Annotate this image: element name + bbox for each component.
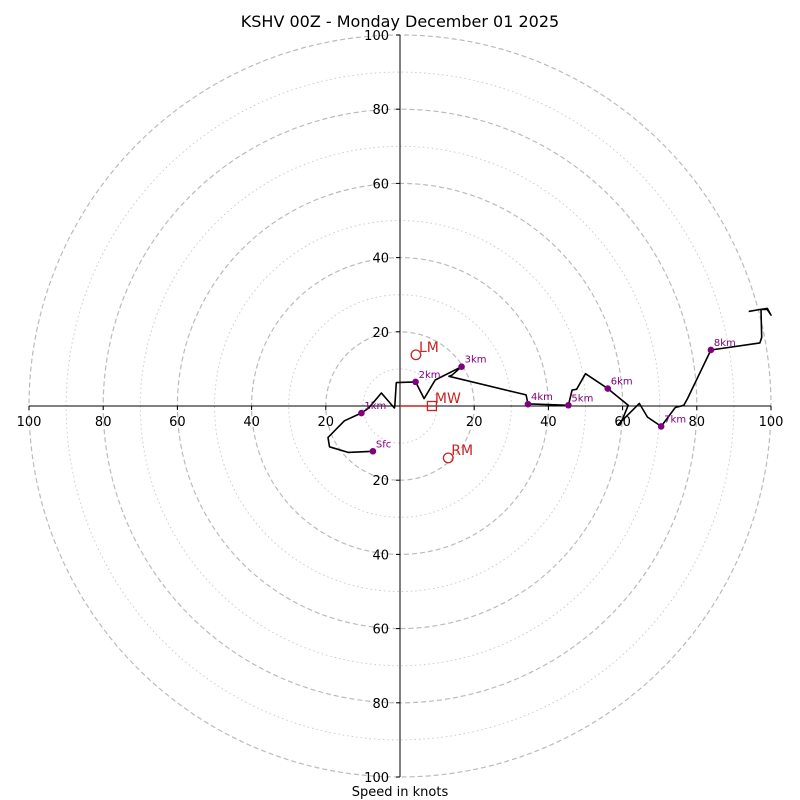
y-tick-label: 60 (372, 623, 389, 638)
x-tick-label: 40 (540, 415, 557, 430)
chart-title: KSHV 00Z - Monday December 01 2025 (241, 12, 559, 31)
x-tick-label: 60 (169, 415, 186, 430)
y-tick-label: 100 (364, 771, 389, 786)
x-tick-label: 20 (466, 415, 483, 430)
height-label-3km: 3km (465, 355, 487, 366)
height-point-3km (458, 363, 465, 370)
right-mover-label: RM (451, 443, 473, 459)
height-markers: Sfc 1km 2km 3km 4km 5km 6km 7km 8km (358, 338, 736, 455)
y-tick-label: 20 (372, 474, 389, 489)
y-tick-label: 20 (372, 326, 389, 341)
height-label-6km: 6km (611, 377, 633, 388)
left-mover-label: LM (419, 340, 439, 356)
height-point-4km (524, 400, 532, 408)
y-tick-label: 80 (372, 697, 389, 712)
y-tick-label: 100 (364, 29, 389, 44)
x-tick-label: 80 (95, 415, 112, 430)
mean-wind-label: MW (435, 391, 461, 407)
height-label-5km: 5km (571, 393, 593, 404)
storm-motion-markers: LM RM MW (400, 340, 473, 464)
left-mover-marker (410, 349, 422, 361)
x-tick-label: 60 (614, 415, 631, 430)
right-mover-marker (442, 452, 454, 464)
x-tick-label: 20 (318, 415, 335, 430)
height-label-1km: 1km (364, 401, 386, 412)
height-point-1km (358, 409, 365, 417)
height-label-2km: 2km (419, 370, 441, 381)
x-tick-label: 100 (17, 415, 42, 430)
tick-labels: 100 80 60 40 20 20 40 60 80 100 100 80 60 40 20 20 40 60 8… (17, 29, 784, 786)
x-tick-label: 100 (759, 415, 784, 430)
wind-profile-line (327, 307, 772, 454)
height-label-7km: 7km (664, 414, 686, 425)
height-point-2km (412, 378, 419, 386)
y-tick-label: 80 (372, 103, 389, 118)
height-point-8km (707, 346, 715, 354)
height-label-8km: 8km (714, 338, 736, 349)
height-point-5km (565, 401, 572, 409)
y-tick-label: 40 (372, 548, 389, 563)
y-tick-label: 40 (372, 252, 389, 267)
height-point-7km (657, 423, 665, 430)
height-point-6km (604, 385, 612, 392)
hodograph-trace (327, 307, 772, 454)
height-label-Sfc: Sfc (376, 439, 391, 450)
x-axis-label: Speed in knots (352, 785, 449, 800)
x-tick-label: 80 (689, 415, 706, 430)
mean-wind-marker (426, 400, 438, 412)
y-tick-label: 60 (372, 177, 389, 192)
x-tick-label: 40 (243, 415, 260, 430)
height-label-4km: 4km (531, 392, 553, 403)
height-point-Sfc (369, 447, 377, 455)
